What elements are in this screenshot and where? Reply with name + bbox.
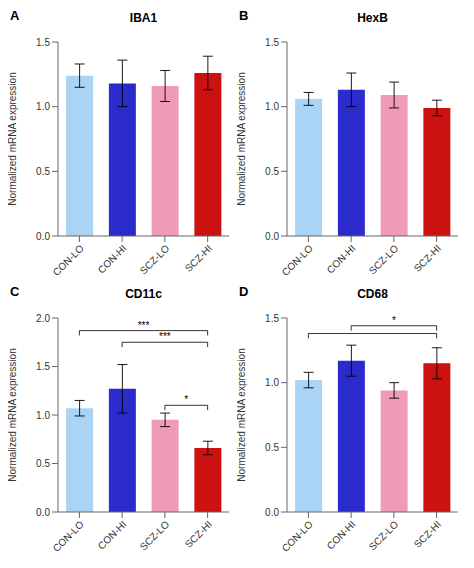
html-text:CD11c: CD11c	[125, 287, 162, 301]
svg-text:SCZ-LO: SCZ-LO	[367, 519, 401, 553]
html-text:C: C	[10, 284, 20, 299]
html-text:IBA1: IBA1	[129, 11, 158, 25]
svg-text:*: *	[392, 315, 396, 326]
svg-text:SCZ-LO: SCZ-LO	[367, 243, 401, 277]
svg-text:1.0: 1.0	[36, 101, 50, 112]
svg-text:SCZ-LO: SCZ-LO	[138, 519, 172, 553]
svg-text:1.0: 1.0	[265, 101, 279, 112]
svg-text:0.0: 0.0	[265, 231, 279, 242]
svg-text:***: ***	[159, 331, 171, 342]
svg-text:0.5: 0.5	[265, 442, 279, 453]
svg-text:SCZ-HI: SCZ-HI	[183, 243, 214, 274]
svg-text:Normalized mRNA expression: Normalized mRNA expression	[237, 348, 247, 481]
svg-text:CON-HI: CON-HI	[96, 243, 129, 276]
svg-text:CON-HI: CON-HI	[96, 519, 129, 552]
svg-text:CON-LO: CON-LO	[280, 519, 315, 554]
svg-text:Normalized mRNA expression: Normalized mRNA expression	[8, 348, 18, 481]
svg-text:CON-HI: CON-HI	[325, 519, 358, 552]
html-text:A: A	[10, 8, 20, 23]
svg-text:Normalized mRNA expression: Normalized mRNA expression	[8, 72, 18, 205]
svg-text:0.0: 0.0	[36, 507, 50, 518]
svg-text:SCZ-HI: SCZ-HI	[412, 519, 443, 550]
svg-text:CON-HI: CON-HI	[325, 243, 358, 276]
svg-text:Normalized mRNA expression: Normalized mRNA expression	[237, 72, 247, 205]
svg-text:0.0: 0.0	[36, 231, 50, 242]
svg-text:2.0: 2.0	[36, 313, 50, 324]
svg-text:0.5: 0.5	[36, 166, 50, 177]
svg-text:*: *	[184, 394, 188, 405]
svg-text:0.0: 0.0	[265, 507, 279, 518]
svg-text:SCZ-HI: SCZ-HI	[183, 519, 214, 550]
svg-text:1.0: 1.0	[36, 410, 50, 421]
html-text:B: B	[239, 8, 249, 23]
svg-text:CON-LO: CON-LO	[280, 243, 315, 278]
svg-text:0.5: 0.5	[265, 166, 279, 177]
svg-text:SCZ-HI: SCZ-HI	[412, 243, 443, 274]
html-text:HexB: HexB	[357, 11, 388, 25]
svg-text:0.5: 0.5	[36, 458, 50, 469]
svg-text:SCZ-LO: SCZ-LO	[138, 243, 172, 277]
svg-text:1.5: 1.5	[36, 361, 50, 372]
svg-text:1.5: 1.5	[265, 37, 279, 48]
html-text:D: D	[239, 284, 249, 299]
svg-text:1.0: 1.0	[265, 377, 279, 388]
html-text:CD68: CD68	[357, 287, 388, 301]
svg-text:***: ***	[138, 320, 150, 331]
svg-text:CON-LO: CON-LO	[51, 243, 86, 278]
svg-text:CON-LO: CON-LO	[51, 519, 86, 554]
svg-text:1.5: 1.5	[265, 313, 279, 324]
svg-text:1.5: 1.5	[36, 37, 50, 48]
